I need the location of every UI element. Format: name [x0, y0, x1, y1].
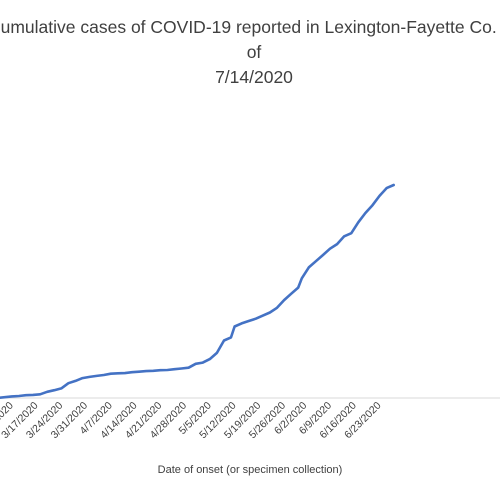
chart-title: Cumulative cases of COVID-19 reported in…: [0, 17, 497, 87]
x-axis-label: Date of onset (or specimen collection): [157, 464, 343, 476]
series-line: [0, 183, 396, 400]
